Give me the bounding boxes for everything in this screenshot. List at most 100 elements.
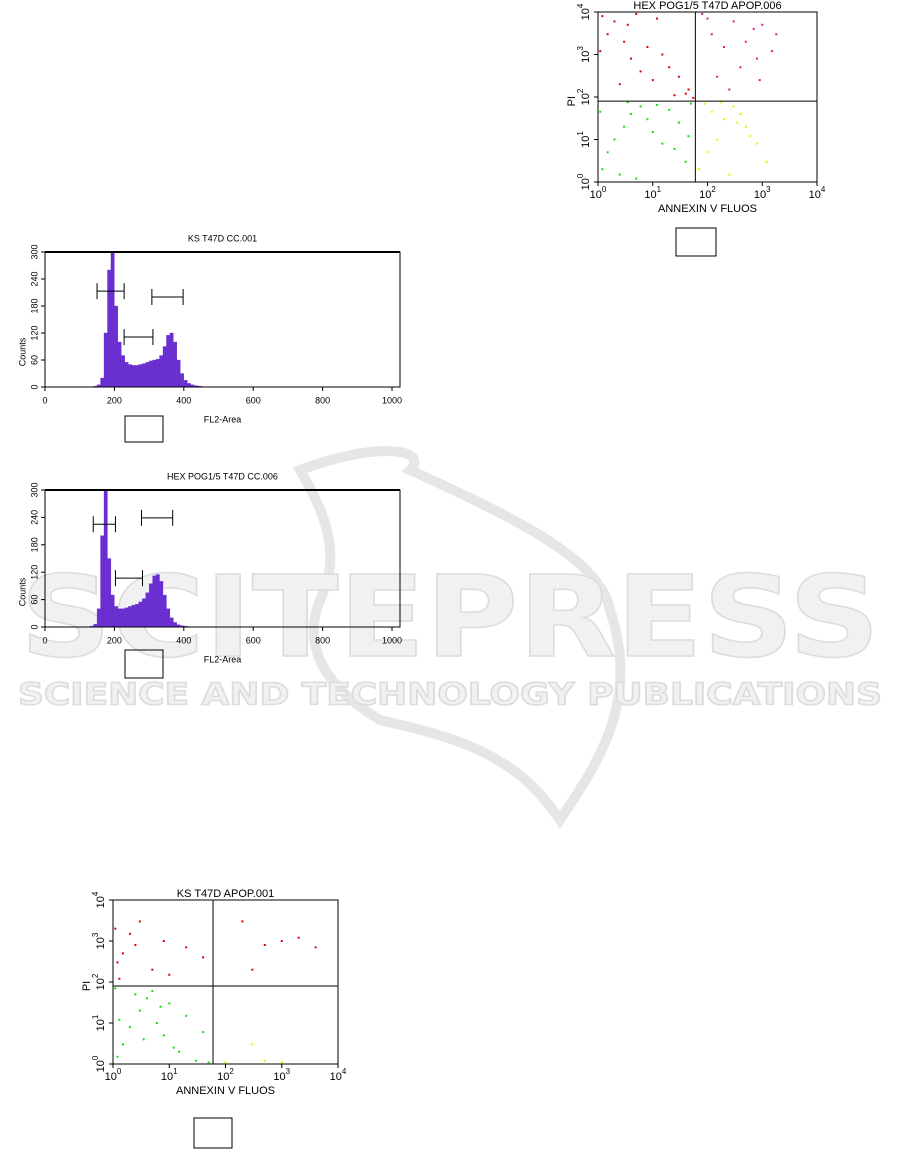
label-box <box>124 415 164 443</box>
tick-exponent: 4 <box>821 185 826 194</box>
chart-title: KS T47D CC.001 <box>188 233 257 243</box>
point <box>690 102 693 105</box>
x-tick-label: 400 <box>176 395 191 405</box>
point <box>251 968 254 971</box>
point <box>224 1061 227 1064</box>
x-tick-label: 102 <box>699 185 716 201</box>
y-tick-label: 60 <box>29 355 39 365</box>
point <box>739 112 742 115</box>
label-box <box>675 227 717 257</box>
y-tick-label: 100 <box>91 1055 107 1072</box>
point <box>755 57 758 60</box>
bar <box>124 607 129 628</box>
point <box>613 138 616 141</box>
bar <box>117 608 122 628</box>
chart-title: HEX POG1/5 T47D CC.006 <box>167 471 278 481</box>
y-tick-label: 103 <box>576 46 592 63</box>
y-tick-label: 240 <box>29 271 39 286</box>
point <box>775 33 778 36</box>
bar <box>114 606 119 628</box>
tick-base: 10 <box>580 51 592 63</box>
bar <box>138 601 143 628</box>
point <box>172 1046 175 1049</box>
bar <box>114 305 119 388</box>
bar <box>131 604 136 628</box>
point <box>728 88 731 91</box>
point <box>716 75 719 78</box>
x-tick-label: 0 <box>42 635 47 645</box>
plot-frame <box>44 251 401 388</box>
point <box>142 1038 145 1041</box>
x-tick-label: 102 <box>217 1067 234 1083</box>
y-tick-label: 103 <box>91 932 107 949</box>
y-tick-label: 101 <box>576 131 592 148</box>
point <box>162 1034 165 1037</box>
tick-base: 10 <box>105 1071 117 1083</box>
bar <box>152 359 157 388</box>
point <box>613 20 616 23</box>
bar <box>180 373 184 388</box>
point <box>155 1022 158 1024</box>
bar <box>148 583 153 628</box>
point <box>706 17 709 20</box>
bar <box>117 341 122 388</box>
y-tick-label: 102 <box>576 88 592 105</box>
bar <box>159 355 164 388</box>
y-tick-label: 240 <box>29 510 39 525</box>
bar <box>162 594 167 628</box>
x-tick-label: 0 <box>42 395 47 405</box>
bar <box>162 346 167 388</box>
point <box>121 952 124 955</box>
x-axis-label: ANNEXIN V FLUOS <box>658 203 757 215</box>
point <box>629 112 632 115</box>
point <box>626 23 629 26</box>
point <box>692 96 695 99</box>
bar <box>173 622 178 628</box>
bar <box>183 380 188 388</box>
point <box>134 943 137 946</box>
point <box>646 118 649 121</box>
y-axis-label: Counts <box>17 337 27 366</box>
bar <box>148 360 153 388</box>
tick-exponent: 0 <box>576 173 585 178</box>
x-tick-label: 101 <box>644 185 661 201</box>
point <box>684 92 687 95</box>
tick-exponent: 3 <box>91 932 100 937</box>
point <box>629 57 632 60</box>
y-tick-label: 102 <box>91 973 107 990</box>
bar <box>128 606 132 628</box>
tick-base: 10 <box>95 896 107 908</box>
point <box>168 973 171 976</box>
point <box>677 75 680 78</box>
y-tick-label: 180 <box>29 298 39 313</box>
x-tick-label: 103 <box>754 185 771 201</box>
point <box>138 1009 141 1012</box>
point <box>722 118 725 121</box>
point <box>118 1018 121 1021</box>
point <box>661 53 664 56</box>
point <box>698 168 701 171</box>
point <box>114 927 117 930</box>
tick-base: 10 <box>580 8 592 20</box>
x-tick-label: 1000 <box>382 635 402 645</box>
x-tick-label: 103 <box>273 1067 290 1083</box>
bar <box>173 341 178 388</box>
point <box>168 1002 171 1005</box>
tick-exponent: 4 <box>91 891 100 896</box>
x-tick-label: 104 <box>330 1067 347 1083</box>
point <box>651 131 654 134</box>
point <box>646 46 649 49</box>
tick-base: 10 <box>590 189 602 201</box>
point <box>635 12 638 15</box>
tick-base: 10 <box>330 1071 342 1083</box>
tick-exponent: 1 <box>173 1067 178 1076</box>
bar <box>131 365 136 388</box>
tick-exponent: 0 <box>117 1067 122 1076</box>
point <box>728 173 731 176</box>
tick-exponent: 4 <box>576 3 585 8</box>
point <box>145 997 148 1000</box>
bar <box>100 535 105 628</box>
bar <box>110 594 115 628</box>
tick-base: 10 <box>809 189 821 201</box>
y-tick-label: 300 <box>29 244 39 259</box>
